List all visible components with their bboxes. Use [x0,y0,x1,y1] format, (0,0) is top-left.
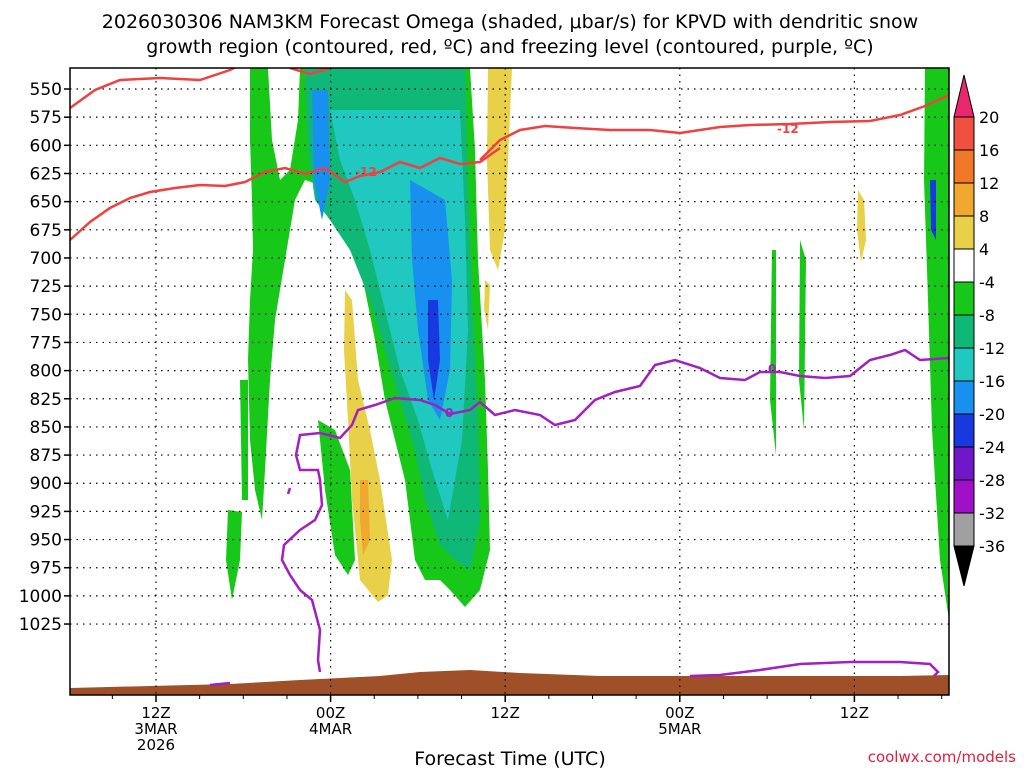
dgz-contour-upper [70,68,949,161]
dgz-contour-label-2: -12 [777,122,799,136]
plot-area: -12 -12 0 0 [70,68,949,695]
colorbar-segment [953,215,975,250]
colorbar-label: -36 [979,537,1005,556]
y-tick-label: 600 [30,136,62,156]
colorbar-segment [953,281,975,316]
colorbar-label: -4 [979,273,995,292]
colorbar-arrow-top [953,74,975,118]
colorbar-label: -8 [979,306,995,325]
y-tick-label: 850 [30,418,62,438]
colorbar-segment [953,149,975,184]
omega-region-yellow-mid [344,290,392,602]
colorbar-segment [953,512,975,547]
y-tick-label: 950 [30,531,62,551]
terrain-surface [70,670,949,695]
omega-region-green-left2 [240,380,248,500]
freezing-contour-dot [286,487,292,495]
colorbar-label: -12 [979,339,1005,358]
omega-region-green-left [226,510,242,600]
colorbar-label: 8 [979,207,989,226]
y-tick-label: 1000 [19,587,62,607]
omega-region-darkblue [428,300,440,400]
y-tick-label: 575 [30,108,62,128]
y-tick-label: 925 [30,502,62,522]
x-tick-label: 00Z [665,704,694,722]
colorbar-label: 20 [979,108,999,127]
colorbar-segment [953,314,975,349]
chart-title-line1: 2026030306 NAM3KM Forecast Omega (shaded… [102,11,918,33]
y-tick-label: 900 [30,474,62,494]
x-tick-label: 4MAR [309,720,352,738]
y-axis: 550 575 600 625 650 675 700 725 750 775 800 825 850 8… [19,80,70,635]
colorbar: 20 16 12 8 4 -4 -8 -12 -16 -20 -24 -28 -32 -36 [953,74,1005,587]
freezing-contour-main [280,348,949,673]
omega-region-yellow-top [487,68,512,270]
y-tick-label: 675 [30,221,62,241]
colorbar-label: 4 [979,240,989,259]
y-tick-label: 1025 [19,615,62,635]
omega-region-green-spike2 [799,240,806,430]
y-tick-label: 650 [30,193,62,213]
colorbar-segment [953,248,975,283]
omega-region-gap2 [278,380,300,500]
colorbar-segment [953,380,975,415]
x-tick-label: 2026 [137,736,175,754]
x-axis-title: Forecast Time (UTC) [414,748,605,768]
omega-region-yellow-right [857,190,866,262]
colorbar-segment [953,116,975,151]
x-tick-label: 3MAR [134,720,177,738]
colorbar-segment [953,347,975,382]
colorbar-label: 16 [979,141,999,160]
colorbar-segment [953,479,975,514]
x-tick-label: 12Z [840,704,869,722]
dgz-contour-lower [70,146,501,241]
y-tick-label: 725 [30,277,62,297]
y-tick-label: 550 [30,80,62,100]
y-tick-label: 975 [30,559,62,579]
colorbar-label: -20 [979,405,1005,424]
freezing-contours: 0 0 [209,348,949,687]
colorbar-segment [953,446,975,481]
x-tick-label: 5MAR [658,720,701,738]
omega-region-darkblue-right [930,180,936,240]
dgz-contours: -12 -12 [70,68,949,241]
colorbar-segment [953,413,975,448]
omega-region-blue-top [312,90,330,220]
omega-region-green-spike1 [770,250,776,455]
y-tick-label: 875 [30,446,62,466]
y-tick-label: 625 [30,164,62,184]
chart-title-line2: growth region (contoured, red, ºC) and f… [146,36,873,58]
colorbar-label: -32 [979,504,1005,523]
omega-region-yellow-small [484,280,490,330]
colorbar-label: -16 [979,372,1005,391]
x-tick-label: 12Z [141,704,170,722]
colorbar-arrow-bottom [953,545,975,587]
x-tick-label: 00Z [316,704,345,722]
omega-region-green-mid [318,420,355,575]
y-tick-label: 825 [30,390,62,410]
omega-region-green-right [924,68,949,620]
credit-text: coolwx.com/models [868,748,1016,766]
colorbar-segment [953,182,975,217]
y-tick-label: 800 [30,362,62,382]
y-tick-label: 750 [30,305,62,325]
y-tick-label: 775 [30,333,62,353]
freezing-contour-bottom [209,660,940,687]
omega-shading [226,68,949,620]
plot-frame [69,67,950,696]
colorbar-label: -24 [979,438,1005,457]
omega-region-gap1 [268,68,300,180]
y-tick-label: 700 [30,249,62,269]
freezing-contour-label-2: 0 [768,362,776,376]
colorbar-label: 12 [979,174,999,193]
freezing-contour-label: 0 [445,406,453,420]
x-tick-label: 12Z [491,704,520,722]
colorbar-label: -28 [979,471,1005,490]
omega-region-orange [360,480,370,555]
dgz-contour-label: -12 [355,165,377,179]
